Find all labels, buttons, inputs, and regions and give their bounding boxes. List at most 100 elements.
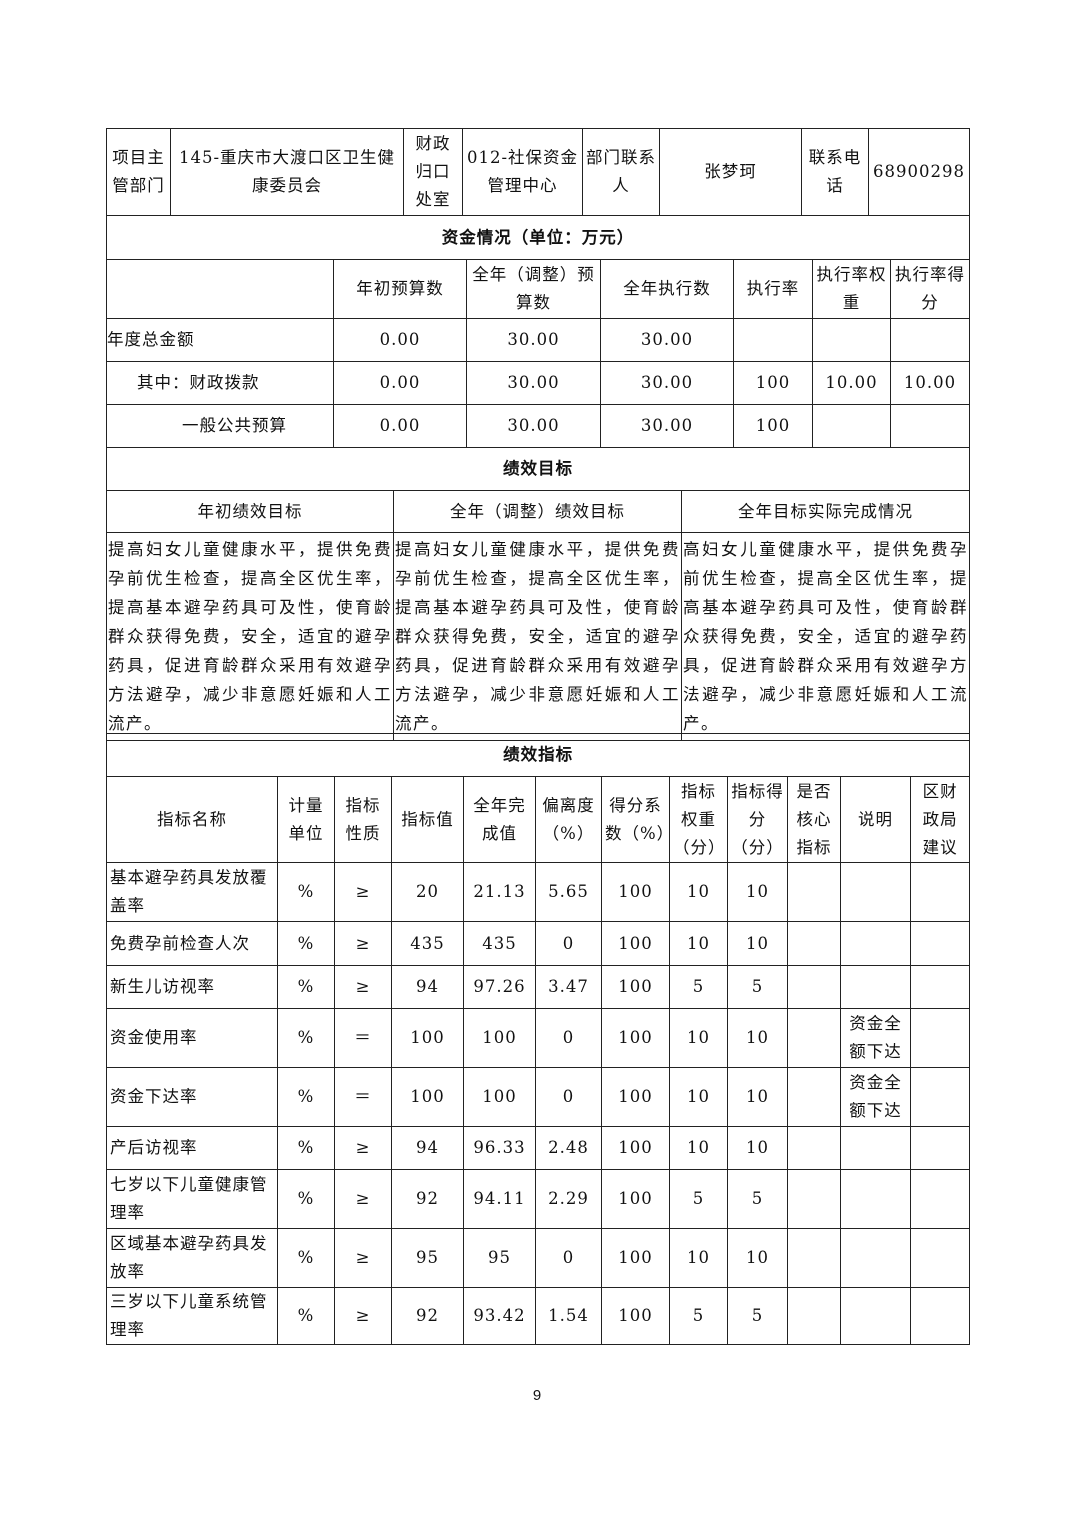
indicator-cell: 92 [391,1287,464,1345]
indicator-cell: 100 [601,1008,670,1068]
indicators-title: 绩效指标 [105,733,971,777]
funds-row: 其中：财政拨款 0.00 30.00 30.00 100 10.00 10.00 [106,361,970,405]
indicator-cell: 93.42 [463,1287,536,1345]
indicator-cell: % [277,965,335,1009]
indicator-column-header: 指标得分（分） [727,776,788,863]
indicator-column-header: 指标名称 [106,776,278,863]
funds-cell: 30.00 [600,318,734,362]
funds-cell: 0.00 [333,318,467,362]
indicator-row: 三岁以下儿童系统管理率% ≥92 93.42 1.54 100 5 5 [106,1287,971,1345]
indicator-cell [909,965,971,1009]
indicator-cell: 100 [601,1228,670,1288]
indicator-cell: ＝ [334,1067,392,1127]
indicator-column-header: 区财政局建议 [909,776,971,863]
funds-cell: 30.00 [466,318,601,362]
goal-text-initial: 提高妇女儿童健康水平，提供免费孕前优生检查，提高全区优生率，提高基本避孕药具可及… [106,532,394,741]
indicator-cell: 2.29 [535,1169,602,1229]
indicator-cell: 92 [391,1169,464,1229]
funds-row: 一般公共预算 0.00 30.00 30.00 100 [106,404,970,448]
indicator-cell: 10 [669,1008,728,1068]
indicator-name: 免费孕前检查人次 [106,921,278,966]
goal-col-actual: 全年目标实际完成情况 [680,490,971,533]
indicator-cell: 0 [535,1067,602,1127]
indicator-cell [840,1228,911,1288]
indicator-cell: 资金全额下达 [840,1067,911,1127]
indicator-cell: ≥ [334,1126,392,1170]
indicator-cell: 100 [391,1008,464,1068]
funds-table: 资金情况（单位：万元） 年初预算数 全年（调整）预算数 全年执行数 执行率 执行率权重执… [106,215,970,448]
indicator-cell: 100 [601,1287,670,1345]
indicator-cell [909,921,971,966]
indicator-cell [840,1169,911,1229]
funds-cell: 30.00 [466,404,601,448]
indicator-column-header: 指标值 [391,776,464,863]
indicator-cell [840,862,911,922]
phone-label: 联系电话 [801,128,869,216]
funds-row-label: 其中：财政拨款 [106,361,334,405]
indicator-cell: % [277,1169,335,1229]
funds-column-header: 执行率权重 [812,259,891,319]
indicator-cell: 10 [669,921,728,966]
funds-row-label: 一般公共预算 [106,404,334,448]
indicator-cell: % [277,1287,335,1345]
indicator-cell [787,965,841,1009]
indicator-name: 区域基本避孕药具发放率 [106,1228,278,1288]
indicator-column-header: 指标权重（分） [669,776,728,863]
indicator-cell: 资金全额下达 [840,1008,911,1068]
funds-cell [733,318,813,362]
indicator-cell [787,1126,841,1170]
dept-label: 项目主管部门 [106,128,171,216]
indicator-cell: 94.11 [463,1169,536,1229]
indicator-cell [787,1287,841,1345]
indicator-cell: 20 [391,862,464,922]
indicator-cell: 96.33 [463,1126,536,1170]
indicator-cell: ≥ [334,1287,392,1345]
indicator-cell: 5 [669,1169,728,1229]
indicator-cell: ≥ [334,862,392,922]
indicator-cell [909,1228,971,1288]
phone-value: 68900298 [868,128,970,216]
indicator-cell [909,1126,971,1170]
indicator-cell: 100 [601,1067,670,1127]
indicator-cell: 10 [727,862,788,922]
indicator-cell: 100 [601,921,670,966]
indicator-cell: 21.13 [463,862,536,922]
indicators-table: 绩效指标 指标名称 计量单位 指标性质 指标值 全年完成值 偏离度（%） 得分系数（%） 指标… [105,733,971,1345]
indicator-cell [787,1169,841,1229]
indicator-name: 资金使用率 [106,1008,278,1068]
indicator-row: 资金下达率% ＝ 100 100 0 100 10 10 资金全额下达 [106,1067,971,1127]
indicator-row: 免费孕前检查人次% ≥435 435 0 100 10 10 [106,921,971,966]
indicator-cell: 10 [669,862,728,922]
indicator-cell [840,921,911,966]
indicator-cell: 0 [535,1228,602,1288]
indicator-cell: 435 [391,921,464,966]
indicator-cell: % [277,862,335,922]
goals-title: 绩效目标 [105,447,971,491]
indicator-cell [909,1067,971,1127]
indicator-cell [909,862,971,922]
indicator-cell: 10 [669,1067,728,1127]
indicator-cell: 0 [535,921,602,966]
indicator-cell: 94 [391,965,464,1009]
indicator-cell: ≥ [334,1228,392,1288]
indicator-cell: 5 [727,1169,788,1229]
funds-row: 年度总金额 0.00 30.00 30.00 [106,318,970,362]
goals-table: 绩效目标 年初绩效目标 全年（调整）绩效目标 全年目标实际完成情况 提高妇女儿童… [105,447,971,741]
indicator-cell: 100 [601,862,670,922]
funds-cell: 100 [733,404,813,448]
funds-cell [812,404,891,448]
indicator-column-header: 得分系数（%） [601,776,673,863]
indicator-cell: 100 [601,1126,670,1170]
indicator-row: 资金使用率% ＝ 100 100 0 100 10 10 资金全额下达 [106,1008,971,1068]
funds-cell: 0.00 [333,404,467,448]
indicator-name: 资金下达率 [106,1067,278,1127]
funds-column-header: 全年（调整）预算数 [466,259,601,319]
finance-label: 财政归口处室 [403,128,463,216]
funds-cell: 10.00 [890,361,970,405]
indicator-column-header: 指标性质 [334,776,392,863]
indicator-cell [787,862,841,922]
indicator-cell: 10 [727,1126,788,1170]
contact-label: 部门联系人 [582,128,660,216]
indicator-cell: 100 [463,1067,536,1127]
funds-cell: 30.00 [600,361,734,405]
